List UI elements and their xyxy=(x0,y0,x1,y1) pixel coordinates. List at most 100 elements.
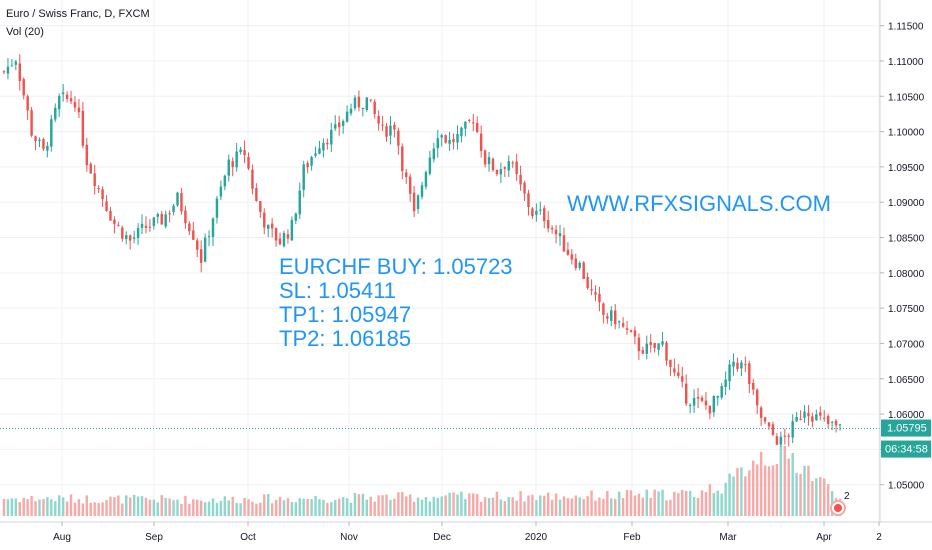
candle-body xyxy=(708,405,712,414)
candle-body xyxy=(704,400,708,406)
volume-bar xyxy=(239,503,242,516)
candle-body xyxy=(337,122,341,128)
candle-body xyxy=(692,398,696,406)
candle-body xyxy=(803,411,806,418)
volume-bar xyxy=(89,502,92,516)
candle-body xyxy=(326,142,329,145)
candle-body xyxy=(819,412,822,416)
volume-bar xyxy=(755,464,759,516)
candle-body xyxy=(420,185,424,197)
candle-body xyxy=(54,107,57,120)
candle-body xyxy=(314,153,317,156)
volume-bar xyxy=(412,501,416,516)
candle-body xyxy=(606,316,609,319)
volume-bar xyxy=(97,503,100,516)
signal-buy: EURCHF BUY: 1.05723 xyxy=(279,254,513,279)
volume-bar xyxy=(440,496,443,516)
candle-body xyxy=(641,350,645,354)
candle-body xyxy=(393,124,396,130)
candle-body xyxy=(109,211,112,221)
candle-body xyxy=(349,108,353,114)
volume-bar xyxy=(337,498,341,516)
volume-bar xyxy=(791,453,794,516)
volume-bar xyxy=(420,499,424,516)
volume-bar xyxy=(673,491,676,516)
candle-body xyxy=(357,96,361,108)
time-tick-label: Nov xyxy=(340,532,358,543)
candle-body xyxy=(755,389,759,406)
candle-body xyxy=(586,277,589,289)
volume-bar xyxy=(81,503,85,516)
candle-body xyxy=(334,124,337,129)
candle-body xyxy=(125,235,128,239)
candle-body xyxy=(566,249,570,255)
volume-bar xyxy=(389,500,392,516)
volume-bar xyxy=(562,496,566,516)
candle-body xyxy=(452,139,455,143)
price-axis[interactable]: 1.11500 1.11000 1.10500 1.10000 1.09500 1.090… xyxy=(879,0,925,522)
candle-body xyxy=(479,133,483,151)
candle-body xyxy=(495,169,499,174)
volume-bar xyxy=(274,499,278,516)
volume-legend[interactable]: Vol (20) xyxy=(6,26,44,38)
price-tick-label: 1.11000 xyxy=(888,57,924,68)
volume-bar xyxy=(180,503,183,516)
candle-body xyxy=(14,61,18,65)
candle-body xyxy=(274,228,278,241)
price-tick-label: 1.08000 xyxy=(888,269,925,280)
candle-body xyxy=(558,233,562,237)
candle-body xyxy=(97,188,100,190)
volume-bar xyxy=(535,500,538,516)
volume-bar xyxy=(365,499,369,516)
candle-body xyxy=(752,382,755,390)
candle-body xyxy=(93,173,96,187)
price-tick-label: 1.06500 xyxy=(888,375,925,386)
candle-body xyxy=(594,292,597,295)
volume-bar xyxy=(401,491,404,516)
volume-bar xyxy=(270,503,274,516)
candle-body xyxy=(716,396,719,398)
volume-bar xyxy=(26,499,29,516)
volume-bar xyxy=(109,496,112,516)
candle-body xyxy=(531,208,534,217)
volume-bar xyxy=(199,500,203,516)
volume-bar xyxy=(50,499,53,516)
volume-bar xyxy=(736,467,739,516)
volume-bar xyxy=(188,503,191,516)
time-axis[interactable]: Aug Sep Oct Nov Dec 2020 Feb Mar Apr 2 xyxy=(0,521,932,543)
candle-body xyxy=(625,328,629,330)
volume-bar xyxy=(712,493,716,516)
volume-bar xyxy=(318,499,321,516)
volume-bar xyxy=(602,498,605,516)
volume-bar xyxy=(428,501,432,516)
volume-bar xyxy=(192,499,195,516)
volume-bar xyxy=(491,497,495,516)
volume-bar xyxy=(397,492,400,516)
candle-body xyxy=(219,186,223,197)
candle-body xyxy=(65,94,69,99)
candle-body xyxy=(771,424,775,435)
event-marker[interactable]: 2 xyxy=(830,491,850,516)
volume-bar xyxy=(132,494,136,516)
candle-body xyxy=(740,362,743,369)
candle-body xyxy=(148,226,152,228)
volume-bar xyxy=(637,493,641,516)
time-tick-label: Aug xyxy=(53,532,71,543)
candle-body xyxy=(361,107,365,109)
candle-body xyxy=(456,134,459,143)
time-tick-label: Oct xyxy=(240,532,256,543)
candle-body xyxy=(46,145,49,151)
volume-bar xyxy=(495,491,499,516)
volume-bar xyxy=(54,501,57,516)
candle-body xyxy=(57,96,61,110)
candle-body xyxy=(783,435,787,437)
candle-body xyxy=(598,293,601,303)
candle-body xyxy=(196,240,199,250)
volume-bar xyxy=(77,499,81,516)
volume-bars xyxy=(2,446,842,516)
volume-bar xyxy=(448,492,451,516)
symbol-legend[interactable]: Euro / Swiss Franc, D, FXCM xyxy=(6,8,150,20)
candle-body xyxy=(570,254,574,260)
